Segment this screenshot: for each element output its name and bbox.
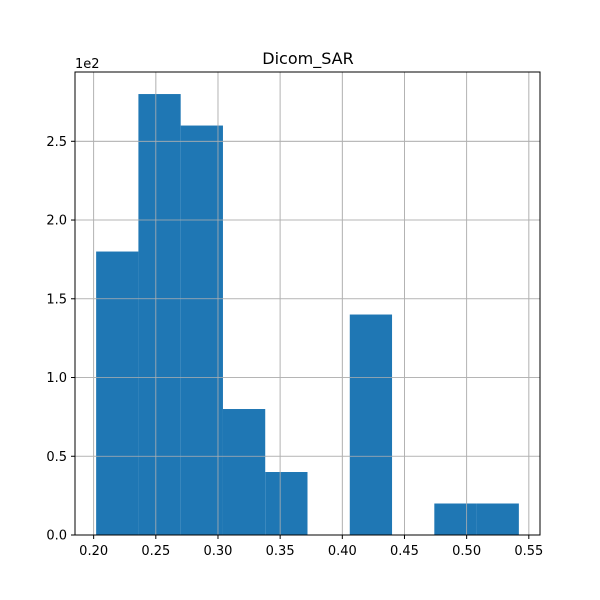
histogram-bar: [180, 125, 223, 535]
x-tick-label: 0.30: [204, 544, 233, 559]
x-tick-label: 0.40: [328, 544, 357, 559]
x-tick-label: 0.50: [452, 544, 481, 559]
axes-frame: [74, 71, 541, 536]
x-tick-label: 0.25: [141, 544, 170, 559]
x-tick-label: 0.35: [266, 544, 295, 559]
histogram-bar: [434, 503, 477, 535]
x-tick-label: 0.55: [514, 544, 543, 559]
x-axis-ticks: 0.20 0.25 0.30 0.35 0.40 0.45 0.50 0.55: [79, 535, 543, 559]
histogram-bar: [222, 409, 266, 535]
y-tick-label: 1.0: [46, 371, 67, 386]
y-tick-label: 1.5: [46, 292, 67, 307]
y-axis-ticks: 0.0 0.5 1.0 1.5 2.0 2.5: [46, 135, 75, 544]
histogram-bar: [476, 503, 519, 535]
y-tick-label: 0.0: [46, 529, 67, 544]
x-tick-label: 0.20: [79, 544, 108, 559]
y-tick-label: 0.5: [46, 450, 67, 465]
histogram-bar: [349, 314, 393, 535]
y-tick-label: 2.5: [46, 135, 67, 150]
y-tick-label: 2.0: [46, 214, 67, 229]
bars-group: [75, 72, 540, 536]
chart-title: Dicom_SAR: [262, 49, 353, 69]
plot-frame: [74, 71, 541, 536]
histogram-bar: [265, 472, 308, 535]
y-axis-offset-label: 1e2: [75, 57, 100, 72]
x-tick-label: 0.45: [390, 544, 419, 559]
histogram-bar: [96, 251, 139, 535]
histogram-bar: [138, 94, 181, 536]
